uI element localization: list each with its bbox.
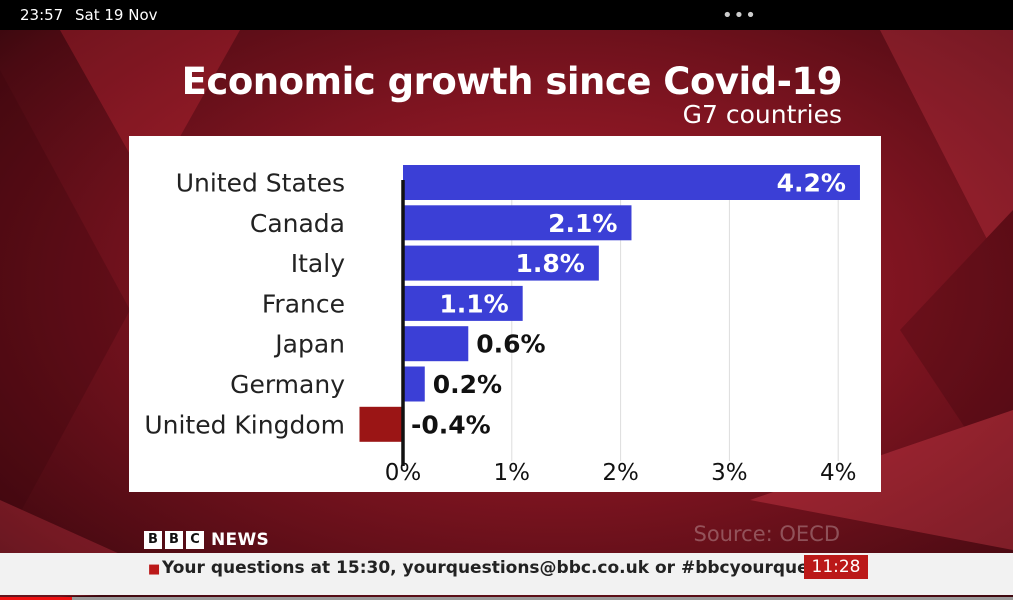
- category-label: United States: [176, 169, 345, 198]
- bar[interactable]: [403, 165, 860, 200]
- x-tick-label: 2%: [602, 460, 639, 486]
- category-label: Italy: [291, 249, 345, 278]
- value-label: 2.1%: [548, 209, 617, 238]
- x-tick-label: 1%: [494, 460, 531, 486]
- source-label: Source: OECD: [693, 522, 840, 546]
- bbc-logo-letter: B: [144, 531, 162, 549]
- bbc-news-label: NEWS: [211, 530, 270, 550]
- bbc-logo-letter: B: [165, 531, 183, 549]
- value-label: 4.2%: [777, 169, 846, 198]
- bar-chart: 0% 1% 2% 3% 4%United States 4.2%Canada 2.1%Ita…: [144, 165, 860, 486]
- bar[interactable]: [403, 326, 469, 362]
- category-label: United Kingdom: [144, 410, 345, 439]
- bbc-logo-letter: C: [186, 531, 204, 549]
- value-label: 1.8%: [515, 249, 584, 278]
- x-tick-label: 3%: [711, 460, 748, 486]
- category-label: France: [262, 289, 345, 318]
- status-bar: 23:57 Sat 19 Nov •••: [0, 0, 1013, 30]
- video-frame[interactable]: Economic growth since Covid-19 G7 countr…: [0, 30, 1013, 600]
- chart-subtitle: G7 countries: [682, 100, 842, 129]
- value-label: 1.1%: [439, 289, 508, 318]
- chart-panel: 0% 1% 2% 3% 4% United States 4.2% Canada 2.1% Ita…: [129, 136, 881, 492]
- category-label: Germany: [230, 370, 345, 399]
- news-ticker: ■ Your questions at 15:30, yourquestions…: [0, 553, 1013, 595]
- value-label: -0.4%: [411, 410, 491, 439]
- value-label: 0.6%: [476, 330, 545, 359]
- bar[interactable]: [403, 285, 523, 321]
- bar[interactable]: [359, 406, 403, 442]
- category-label: Canada: [250, 209, 345, 238]
- bbc-news-logo: B B C NEWS: [144, 529, 269, 551]
- video-progress-fill[interactable]: [0, 597, 72, 600]
- value-label: 0.2%: [433, 370, 502, 399]
- ticker-bullet-icon: ■: [148, 562, 161, 577]
- video-progress-track[interactable]: [72, 597, 1013, 600]
- chart-title: Economic growth since Covid-19: [181, 60, 843, 103]
- bar[interactable]: [403, 245, 599, 281]
- status-time: 23:57: [20, 6, 64, 24]
- more-dots-icon[interactable]: •••: [722, 5, 757, 26]
- ticker-text: Your questions at 15:30, yourquestions@b…: [162, 558, 867, 578]
- x-tick-label: 4%: [820, 460, 857, 486]
- bar[interactable]: [403, 205, 632, 241]
- category-label: Japan: [273, 330, 345, 359]
- status-date: Sat 19 Nov: [75, 6, 158, 24]
- ticker-clock: 11:28: [804, 555, 868, 579]
- bar[interactable]: [403, 366, 425, 402]
